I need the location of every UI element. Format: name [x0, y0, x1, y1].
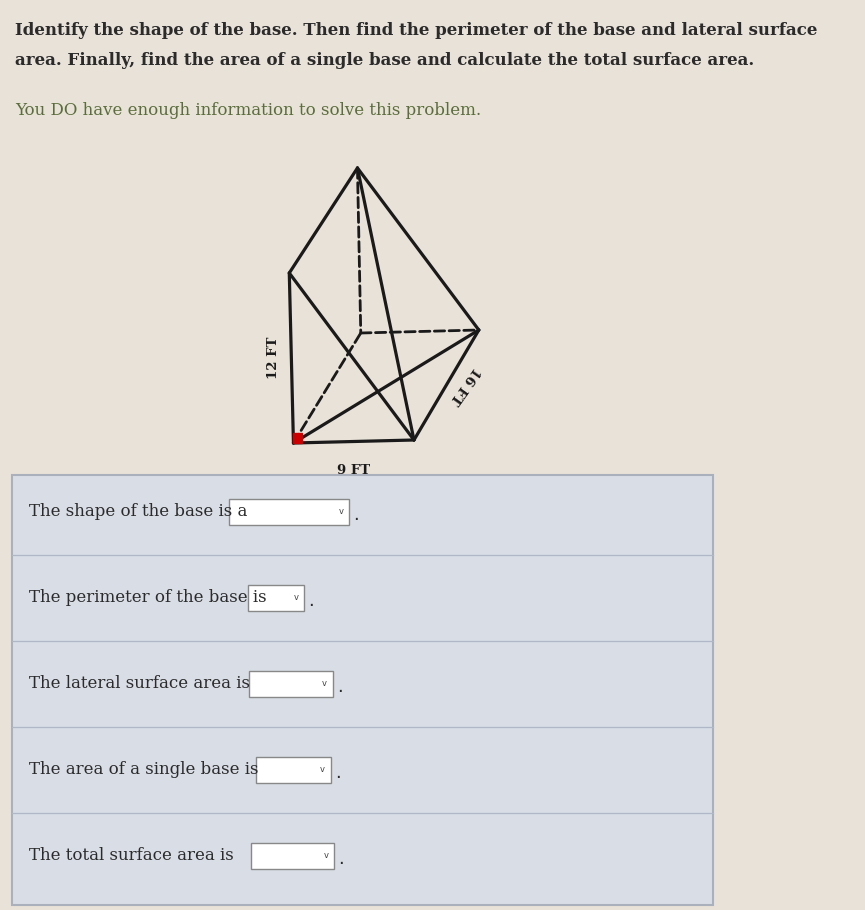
FancyBboxPatch shape [249, 671, 332, 697]
FancyBboxPatch shape [251, 843, 334, 869]
Text: 12 FT: 12 FT [266, 337, 279, 379]
Text: 16 FT: 16 FT [447, 364, 483, 406]
Text: v: v [322, 680, 327, 689]
FancyBboxPatch shape [247, 585, 304, 611]
Text: .: . [309, 592, 314, 610]
Text: v: v [338, 508, 343, 517]
Text: The lateral surface area is: The lateral surface area is [29, 675, 250, 693]
Text: You DO have enough information to solve this problem.: You DO have enough information to solve … [15, 102, 481, 119]
FancyBboxPatch shape [256, 757, 330, 783]
Text: 9 FT: 9 FT [337, 463, 370, 477]
Polygon shape [293, 433, 302, 443]
FancyBboxPatch shape [12, 475, 714, 905]
Text: v: v [293, 593, 298, 602]
Text: .: . [336, 678, 343, 696]
Text: v: v [324, 852, 329, 861]
Text: The area of a single base is: The area of a single base is [29, 762, 259, 778]
Text: The perimeter of the base is: The perimeter of the base is [29, 590, 266, 606]
Text: The shape of the base is a: The shape of the base is a [29, 503, 247, 521]
Text: .: . [353, 506, 359, 524]
Text: The total surface area is: The total surface area is [29, 847, 234, 864]
FancyBboxPatch shape [228, 499, 349, 525]
Text: area. Finally, find the area of a single base and calculate the total surface ar: area. Finally, find the area of a single… [15, 52, 754, 69]
Text: v: v [320, 765, 325, 774]
Text: .: . [338, 850, 344, 868]
Text: Identify the shape of the base. Then find the perimeter of the base and lateral : Identify the shape of the base. Then fin… [15, 22, 817, 39]
Text: .: . [335, 764, 341, 782]
